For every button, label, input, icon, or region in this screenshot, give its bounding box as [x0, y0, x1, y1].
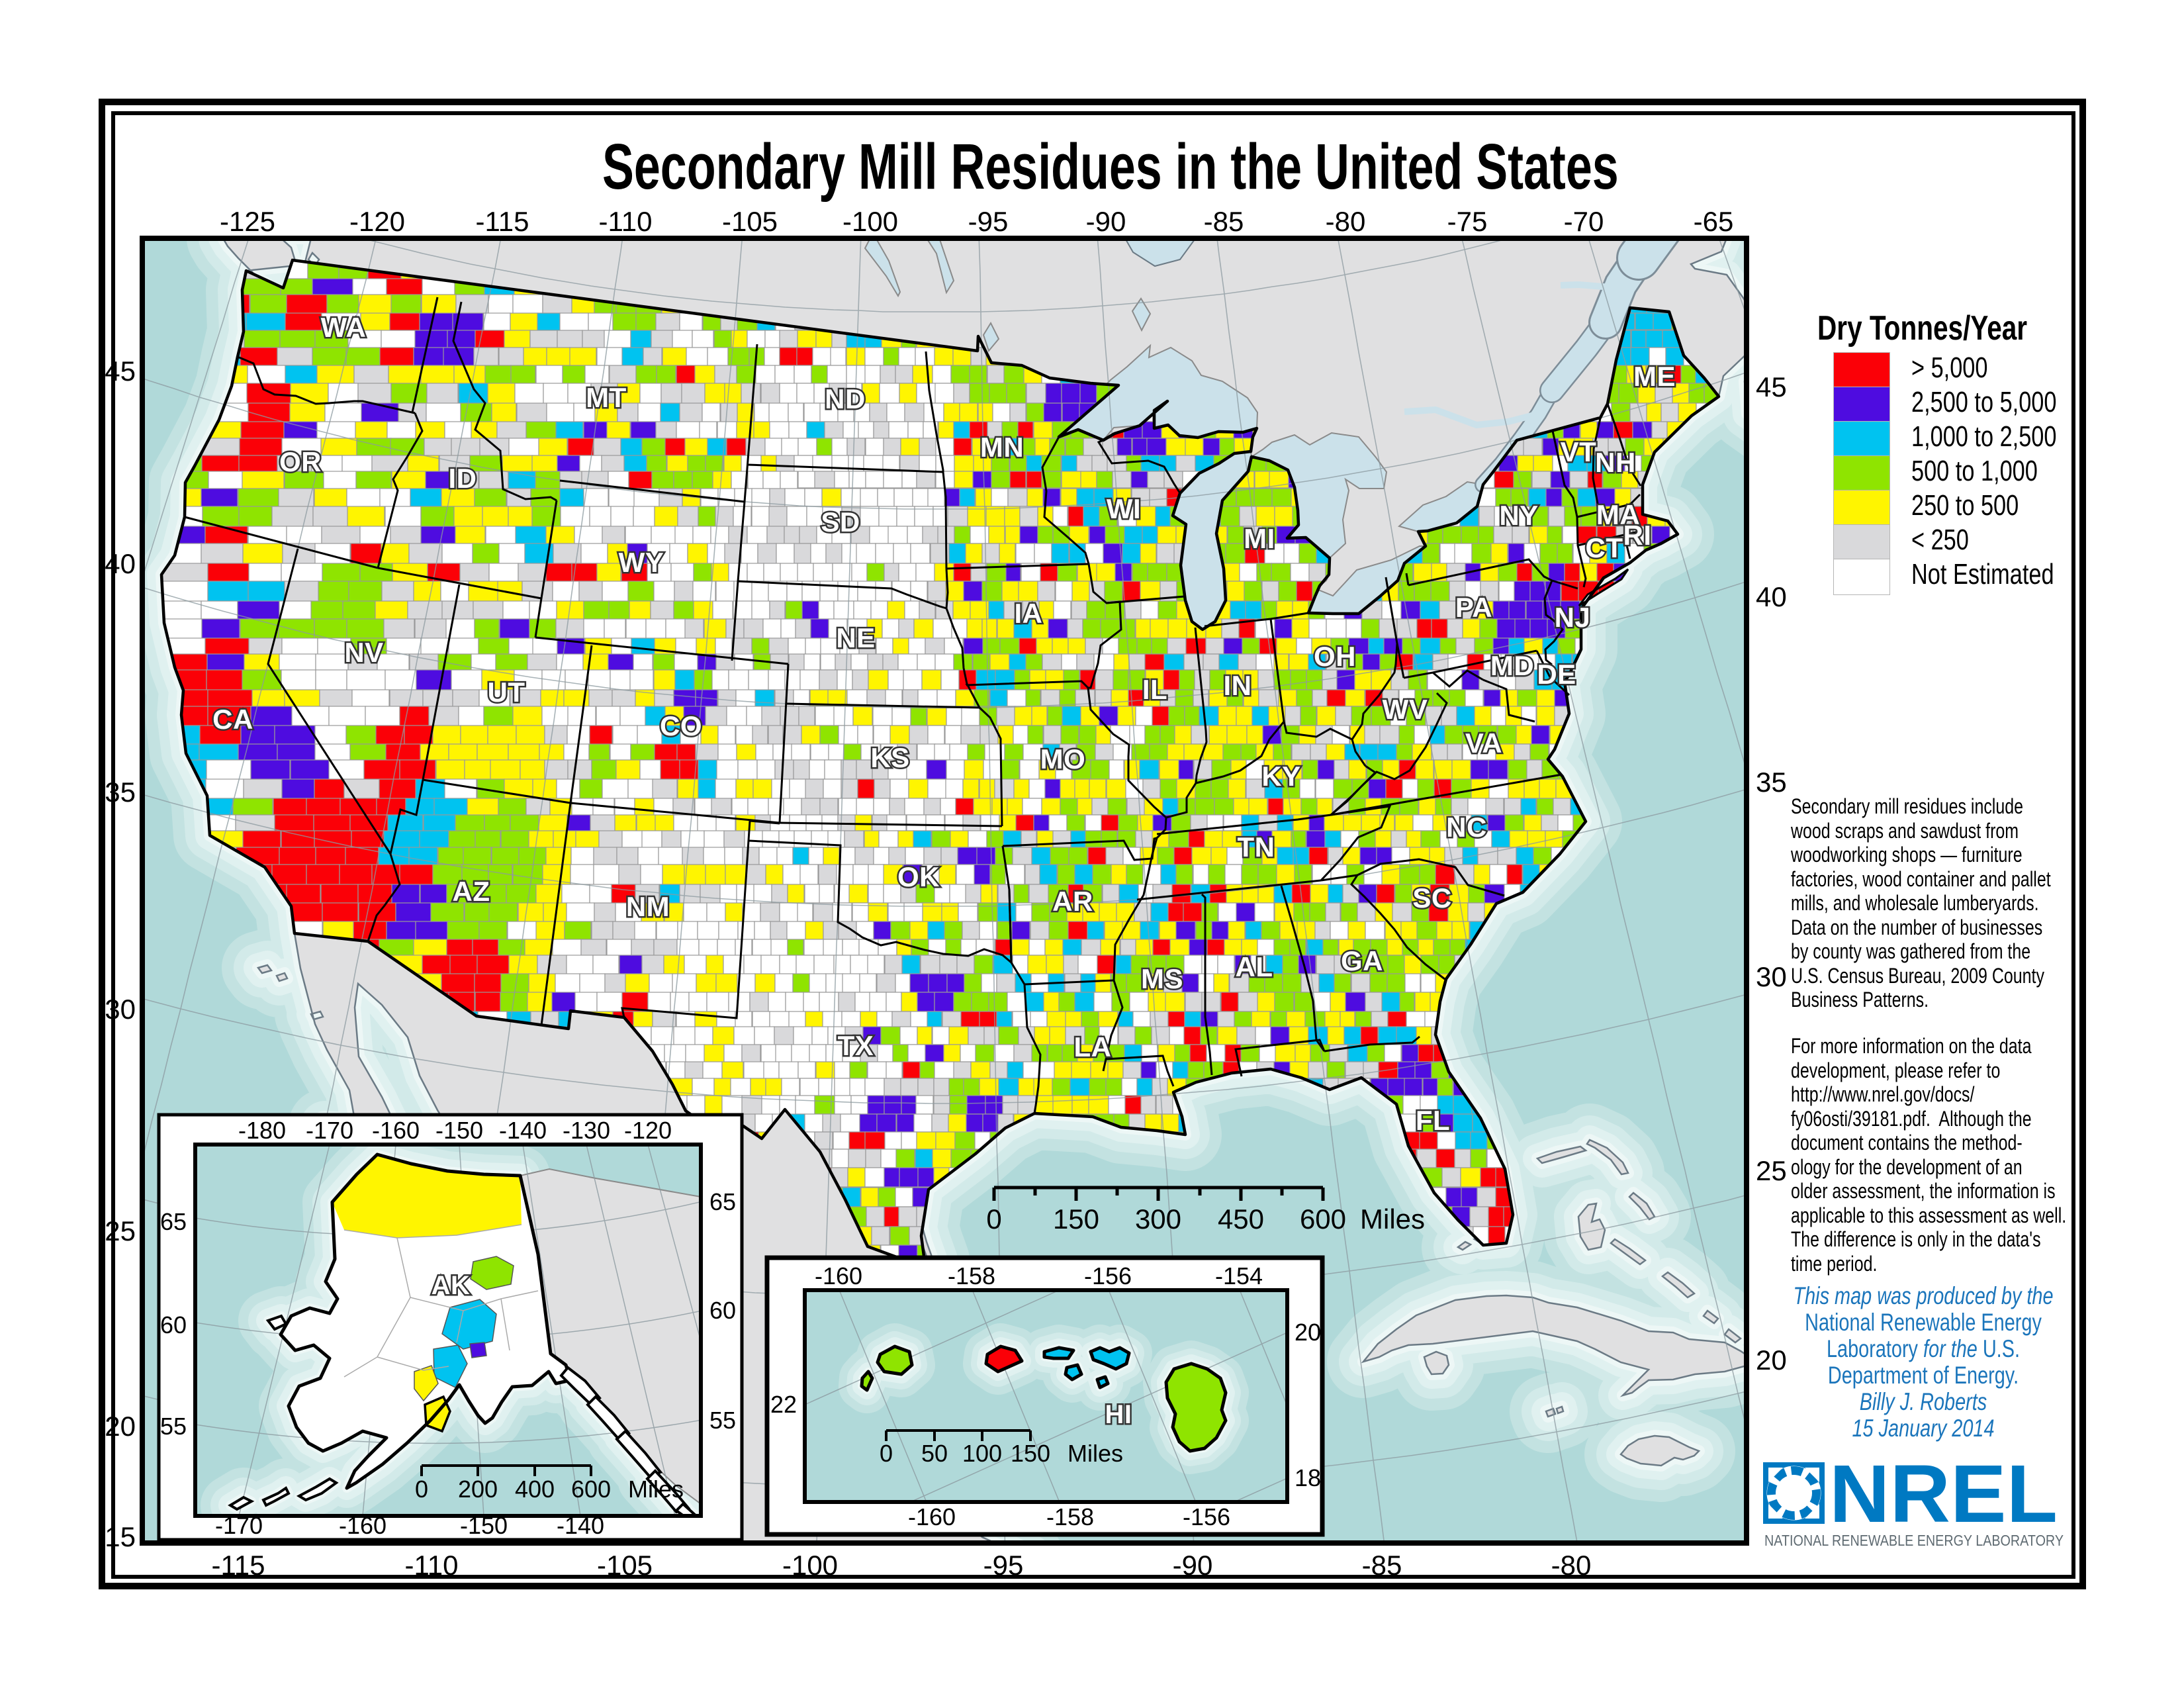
- svg-text:DE: DE: [1537, 659, 1576, 690]
- svg-text:MS: MS: [1141, 963, 1183, 994]
- svg-text:RI: RI: [1623, 520, 1652, 551]
- svg-text:NREL: NREL: [1829, 1462, 2058, 1540]
- svg-text:-130: -130: [563, 1117, 610, 1144]
- svg-text:IL: IL: [1142, 674, 1167, 705]
- svg-text:UT: UT: [488, 677, 525, 708]
- svg-text:AL: AL: [1236, 951, 1273, 982]
- svg-text:CO: CO: [660, 710, 702, 741]
- svg-text:GA: GA: [1341, 945, 1383, 976]
- svg-text:ID: ID: [449, 463, 477, 494]
- svg-text:HI: HI: [1105, 1400, 1132, 1429]
- svg-text:LA: LA: [1074, 1031, 1112, 1062]
- svg-text:0: 0: [986, 1203, 1001, 1235]
- svg-text:NY: NY: [1499, 500, 1538, 531]
- svg-text:200: 200: [458, 1476, 498, 1503]
- svg-text:600: 600: [571, 1476, 611, 1503]
- svg-text:NV: NV: [344, 637, 383, 668]
- svg-text:IN: IN: [1224, 670, 1252, 701]
- svg-text:-150: -150: [460, 1512, 508, 1539]
- svg-text:-158: -158: [1046, 1503, 1094, 1530]
- svg-text:IA: IA: [1015, 598, 1043, 629]
- svg-text:150: 150: [1053, 1203, 1099, 1235]
- svg-text:NH: NH: [1595, 447, 1636, 478]
- svg-text:20: 20: [1295, 1319, 1321, 1346]
- svg-text:MT: MT: [586, 382, 627, 413]
- svg-text:MI: MI: [1244, 523, 1275, 554]
- svg-text:-170: -170: [306, 1117, 353, 1144]
- svg-text:WA: WA: [321, 312, 367, 343]
- svg-text:0: 0: [880, 1440, 893, 1467]
- svg-text:60: 60: [160, 1311, 187, 1338]
- svg-text:-140: -140: [499, 1117, 547, 1144]
- svg-text:-170: -170: [215, 1512, 263, 1539]
- svg-text:AK: AK: [432, 1271, 471, 1300]
- svg-text:VT: VT: [1561, 436, 1597, 467]
- svg-text:Miles: Miles: [628, 1476, 684, 1503]
- svg-text:-160: -160: [908, 1503, 956, 1530]
- svg-text:FL: FL: [1416, 1105, 1450, 1136]
- svg-text:WY: WY: [619, 547, 664, 578]
- svg-text:150: 150: [1011, 1440, 1050, 1467]
- svg-text:OH: OH: [1314, 641, 1356, 672]
- svg-text:100: 100: [962, 1440, 1002, 1467]
- svg-text:300: 300: [1135, 1203, 1181, 1235]
- svg-text:CT: CT: [1586, 532, 1623, 563]
- svg-text:0: 0: [415, 1476, 428, 1503]
- svg-text:PA: PA: [1455, 592, 1492, 623]
- svg-text:-140: -140: [557, 1512, 604, 1539]
- svg-text:65: 65: [709, 1188, 736, 1215]
- svg-text:22: 22: [770, 1391, 797, 1418]
- svg-text:KY: KY: [1261, 761, 1300, 792]
- svg-text:NE: NE: [836, 622, 875, 653]
- svg-text:TX: TX: [838, 1030, 874, 1061]
- svg-text:TN: TN: [1238, 831, 1275, 863]
- svg-text:-160: -160: [372, 1117, 420, 1144]
- svg-text:-154: -154: [1215, 1262, 1263, 1289]
- svg-text:WV: WV: [1383, 694, 1428, 725]
- svg-text:65: 65: [160, 1208, 187, 1235]
- svg-text:CA: CA: [212, 704, 253, 735]
- svg-text:Miles: Miles: [1360, 1203, 1425, 1235]
- svg-text:ME: ME: [1633, 361, 1676, 392]
- svg-text:MD: MD: [1490, 650, 1534, 681]
- svg-text:AZ: AZ: [453, 876, 490, 907]
- svg-text:MO: MO: [1040, 743, 1086, 774]
- svg-text:OR: OR: [279, 446, 322, 477]
- svg-text:Miles: Miles: [1068, 1440, 1123, 1467]
- svg-text:VA: VA: [1465, 727, 1502, 759]
- svg-text:400: 400: [515, 1476, 555, 1503]
- svg-text:WI: WI: [1107, 493, 1141, 524]
- svg-text:SC: SC: [1412, 882, 1451, 914]
- svg-text:55: 55: [709, 1407, 736, 1434]
- svg-text:-156: -156: [1084, 1262, 1132, 1289]
- svg-text:60: 60: [709, 1297, 736, 1324]
- svg-text:ND: ND: [825, 383, 866, 414]
- svg-text:NATIONAL RENEWABLE ENERGY LABO: NATIONAL RENEWABLE ENERGY LABORATORY: [1764, 1532, 2064, 1549]
- svg-text:NJ: NJ: [1555, 602, 1591, 633]
- svg-text:-160: -160: [339, 1512, 387, 1539]
- svg-text:450: 450: [1218, 1203, 1264, 1235]
- svg-text:KS: KS: [870, 742, 909, 773]
- svg-text:55: 55: [160, 1413, 187, 1440]
- svg-text:-156: -156: [1183, 1503, 1230, 1530]
- svg-text:600: 600: [1300, 1203, 1346, 1235]
- svg-text:NC: NC: [1446, 812, 1487, 843]
- svg-text:-150: -150: [435, 1117, 483, 1144]
- svg-text:18: 18: [1295, 1464, 1321, 1491]
- svg-text:-158: -158: [948, 1262, 995, 1289]
- svg-text:SD: SD: [821, 506, 860, 538]
- svg-text:NM: NM: [626, 891, 670, 922]
- svg-text:MN: MN: [980, 432, 1024, 463]
- svg-text:-160: -160: [815, 1262, 862, 1289]
- svg-text:AR: AR: [1052, 886, 1093, 917]
- svg-text:OK: OK: [897, 861, 940, 892]
- svg-text:-180: -180: [238, 1117, 286, 1144]
- svg-text:-120: -120: [624, 1117, 672, 1144]
- svg-text:50: 50: [921, 1440, 948, 1467]
